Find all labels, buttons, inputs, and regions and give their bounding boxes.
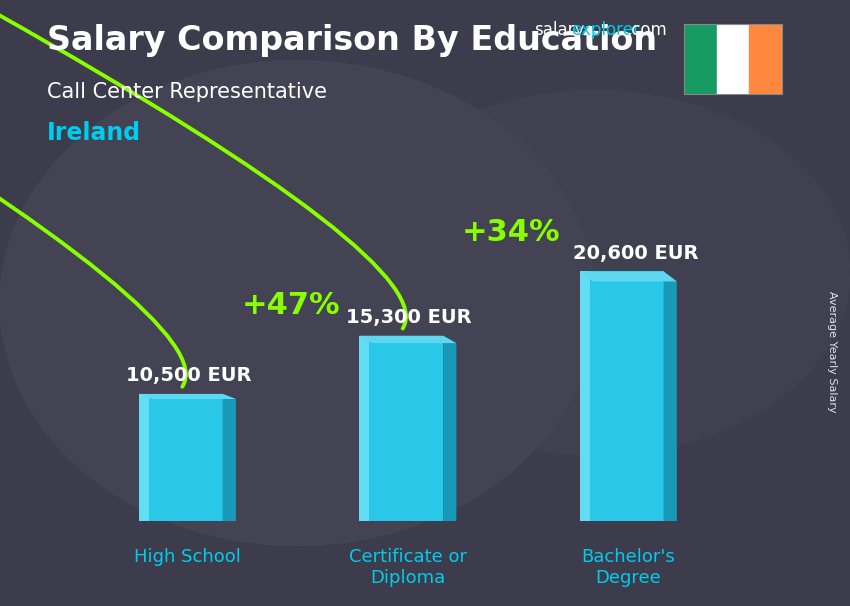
Text: Average Yearly Salary: Average Yearly Salary — [827, 291, 837, 412]
Text: +47%: +47% — [241, 291, 340, 320]
Text: Call Center Representative: Call Center Representative — [47, 82, 326, 102]
Polygon shape — [580, 271, 677, 281]
Text: Bachelor's
Degree: Bachelor's Degree — [581, 548, 675, 587]
Polygon shape — [443, 336, 456, 528]
Text: Ireland: Ireland — [47, 121, 141, 145]
Text: salary: salary — [534, 21, 584, 39]
Polygon shape — [580, 271, 590, 521]
Polygon shape — [360, 336, 456, 343]
Text: +34%: +34% — [462, 218, 561, 247]
Text: .com: .com — [626, 21, 667, 39]
Bar — [750, 24, 782, 94]
Polygon shape — [580, 271, 664, 521]
Text: High School: High School — [134, 548, 241, 566]
Text: explorer: explorer — [571, 21, 640, 39]
Text: Salary Comparison By Education: Salary Comparison By Education — [47, 24, 657, 57]
Polygon shape — [360, 336, 370, 521]
Polygon shape — [139, 394, 223, 521]
Text: 10,500 EUR: 10,500 EUR — [126, 367, 251, 385]
Polygon shape — [664, 271, 677, 531]
Text: Certificate or
Diploma: Certificate or Diploma — [348, 548, 467, 587]
Bar — [684, 24, 717, 94]
Bar — [717, 24, 750, 94]
Ellipse shape — [340, 91, 850, 454]
Ellipse shape — [0, 61, 595, 545]
Text: 15,300 EUR: 15,300 EUR — [346, 308, 472, 327]
Polygon shape — [223, 394, 235, 526]
Polygon shape — [139, 394, 149, 521]
Text: 20,600 EUR: 20,600 EUR — [573, 244, 699, 263]
Polygon shape — [360, 336, 443, 521]
Polygon shape — [139, 394, 235, 399]
